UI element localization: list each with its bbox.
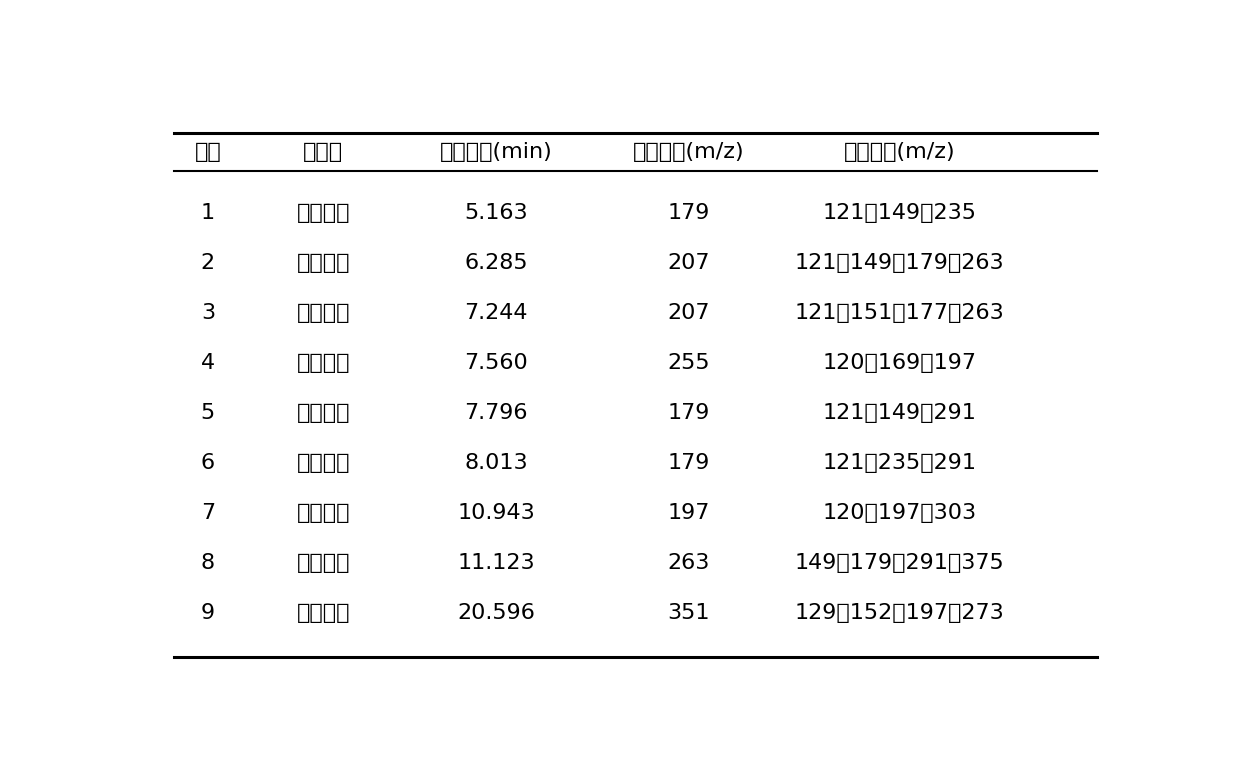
Text: 8: 8 — [201, 553, 215, 573]
Text: 6.285: 6.285 — [464, 252, 528, 272]
Text: 11.123: 11.123 — [458, 553, 534, 573]
Text: 3: 3 — [201, 303, 215, 323]
Text: 121，149，291: 121，149，291 — [823, 403, 977, 423]
Text: 二丁基锡: 二丁基锡 — [296, 252, 350, 272]
Text: 三丁基锡: 三丁基锡 — [296, 303, 350, 323]
Text: 207: 207 — [667, 252, 709, 272]
Text: 7: 7 — [201, 503, 215, 523]
Text: 二辛基锡: 二辛基锡 — [296, 553, 350, 573]
Text: 207: 207 — [667, 303, 709, 323]
Text: 2: 2 — [201, 252, 215, 272]
Text: 7.560: 7.560 — [464, 353, 528, 373]
Text: 一苯基锡: 一苯基锡 — [296, 353, 350, 373]
Text: 二苯基锡: 二苯基锡 — [296, 503, 350, 523]
Text: 三苯基锡: 三苯基锡 — [296, 603, 350, 623]
Text: 20.596: 20.596 — [458, 603, 536, 623]
Text: 129，152，197，273: 129，152，197，273 — [795, 603, 1004, 623]
Text: 5: 5 — [201, 403, 215, 423]
Text: 6: 6 — [201, 453, 215, 473]
Text: 263: 263 — [667, 553, 709, 573]
Text: 120，197，303: 120，197，303 — [822, 503, 977, 523]
Text: 一丁基锡: 一丁基锡 — [296, 203, 350, 223]
Text: 峰号: 峰号 — [195, 142, 221, 162]
Text: 分析物: 分析物 — [303, 142, 343, 162]
Text: 179: 179 — [667, 453, 709, 473]
Text: 120，169，197: 120，169，197 — [823, 353, 977, 373]
Text: 5.163: 5.163 — [464, 203, 528, 223]
Text: 149，179，291，375: 149，179，291，375 — [795, 553, 1004, 573]
Text: 8.013: 8.013 — [464, 453, 528, 473]
Text: 7.244: 7.244 — [465, 303, 528, 323]
Text: 4: 4 — [201, 353, 215, 373]
Text: 351: 351 — [667, 603, 709, 623]
Text: 一辛基锡: 一辛基锡 — [296, 403, 350, 423]
Text: 255: 255 — [667, 353, 709, 373]
Text: 121，149，179，263: 121，149，179，263 — [795, 252, 1004, 272]
Text: 保留时间(min): 保留时间(min) — [440, 142, 553, 162]
Text: 四丁基锡: 四丁基锡 — [296, 453, 350, 473]
Text: 9: 9 — [201, 603, 215, 623]
Text: 121，149，235: 121，149，235 — [823, 203, 977, 223]
Text: 179: 179 — [667, 403, 709, 423]
Text: 121，151，177，263: 121，151，177，263 — [795, 303, 1004, 323]
Text: 197: 197 — [667, 503, 709, 523]
Text: 7.796: 7.796 — [465, 403, 528, 423]
Text: 定性离子(m/z): 定性离子(m/z) — [844, 142, 956, 162]
Text: 10.943: 10.943 — [458, 503, 534, 523]
Text: 121，235，291: 121，235，291 — [823, 453, 977, 473]
Text: 179: 179 — [667, 203, 709, 223]
Text: 1: 1 — [201, 203, 215, 223]
Text: 定量离子(m/z): 定量离子(m/z) — [632, 142, 744, 162]
